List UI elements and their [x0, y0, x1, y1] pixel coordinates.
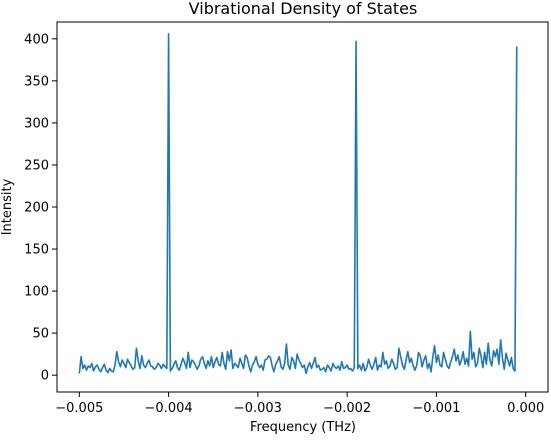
x-tick-label: −0.004 [145, 401, 193, 416]
x-tick-label: −0.003 [234, 401, 282, 416]
x-tick-label: 0.000 [507, 401, 544, 416]
y-tick-label: 0 [41, 369, 49, 384]
chart-title: Vibrational Density of States [189, 0, 418, 18]
x-axis: −0.005 −0.004 −0.003 −0.002 −0.001 0.000 [55, 392, 544, 416]
y-tick-label: 200 [24, 201, 49, 216]
y-axis: 0 50 100 150 200 250 300 350 400 [24, 32, 57, 384]
data-layer [78, 32, 518, 375]
y-axis-label: Intensity [0, 178, 15, 235]
y-tick-label: 300 [24, 116, 49, 131]
y-tick-label: 250 [24, 158, 49, 173]
y-tick-label: 400 [24, 32, 49, 47]
series-line-0 [78, 32, 518, 375]
plot-frame [56, 21, 549, 393]
x-tick-label: −0.002 [323, 401, 371, 416]
x-tick-label: −0.005 [55, 401, 103, 416]
y-tick-label: 350 [24, 74, 49, 89]
y-tick-label: 50 [32, 327, 49, 342]
x-axis-label: Frequency (THz) [250, 420, 356, 435]
x-tick-label: −0.001 [412, 401, 460, 416]
y-tick-label: 100 [24, 285, 49, 300]
y-tick-label: 150 [24, 243, 49, 258]
